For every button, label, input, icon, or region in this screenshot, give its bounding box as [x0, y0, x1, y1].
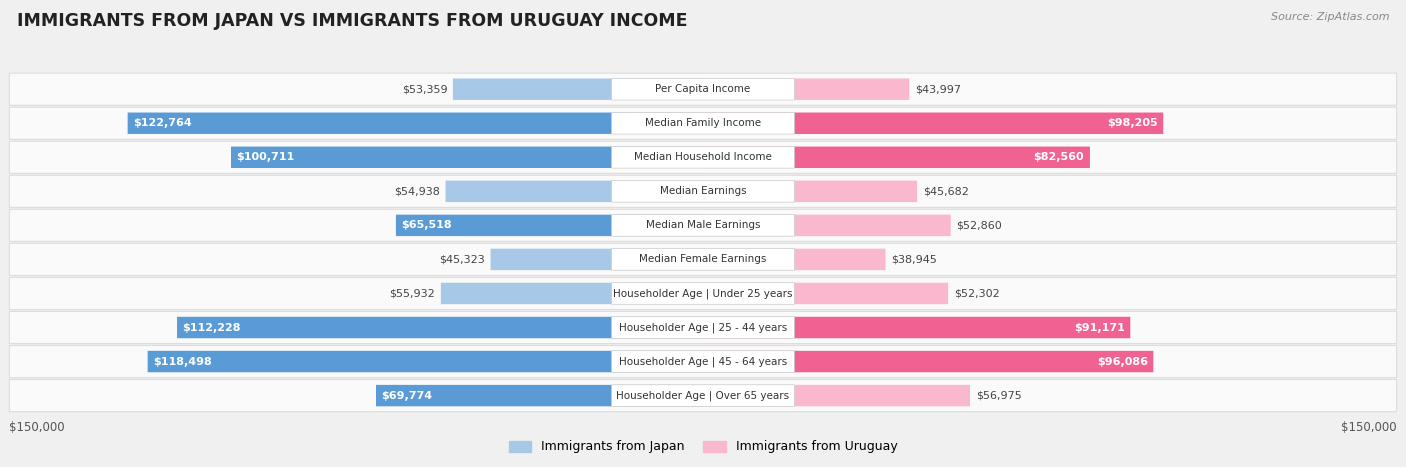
FancyBboxPatch shape — [375, 385, 703, 406]
Text: $52,860: $52,860 — [956, 220, 1002, 230]
Text: $150,000: $150,000 — [10, 421, 65, 434]
Text: $118,498: $118,498 — [153, 356, 212, 367]
FancyBboxPatch shape — [703, 385, 970, 406]
Text: Median Family Income: Median Family Income — [645, 118, 761, 128]
FancyBboxPatch shape — [703, 78, 910, 100]
Text: Householder Age | Over 65 years: Householder Age | Over 65 years — [616, 390, 790, 401]
FancyBboxPatch shape — [10, 346, 1396, 378]
Text: $38,945: $38,945 — [891, 255, 936, 264]
FancyBboxPatch shape — [612, 248, 794, 270]
Text: $69,774: $69,774 — [381, 390, 433, 401]
Text: Per Capita Income: Per Capita Income — [655, 84, 751, 94]
FancyBboxPatch shape — [612, 214, 794, 236]
FancyBboxPatch shape — [703, 351, 1153, 372]
Text: $43,997: $43,997 — [915, 84, 960, 94]
Text: $98,205: $98,205 — [1107, 118, 1157, 128]
Text: Householder Age | 45 - 64 years: Householder Age | 45 - 64 years — [619, 356, 787, 367]
FancyBboxPatch shape — [446, 181, 703, 202]
FancyBboxPatch shape — [128, 113, 703, 134]
Text: Householder Age | 25 - 44 years: Householder Age | 25 - 44 years — [619, 322, 787, 333]
FancyBboxPatch shape — [612, 283, 794, 304]
Text: $150,000: $150,000 — [1341, 421, 1396, 434]
FancyBboxPatch shape — [612, 351, 794, 372]
Text: $100,711: $100,711 — [236, 152, 295, 163]
Text: Source: ZipAtlas.com: Source: ZipAtlas.com — [1271, 12, 1389, 21]
Text: Median Household Income: Median Household Income — [634, 152, 772, 163]
FancyBboxPatch shape — [703, 249, 886, 270]
FancyBboxPatch shape — [10, 243, 1396, 276]
FancyBboxPatch shape — [703, 283, 948, 304]
Text: $52,302: $52,302 — [953, 289, 1000, 298]
Text: $112,228: $112,228 — [183, 323, 242, 333]
Text: Median Earnings: Median Earnings — [659, 186, 747, 196]
Text: Median Female Earnings: Median Female Earnings — [640, 255, 766, 264]
Text: $55,932: $55,932 — [389, 289, 436, 298]
Text: $54,938: $54,938 — [394, 186, 440, 196]
FancyBboxPatch shape — [453, 78, 703, 100]
Text: $96,086: $96,086 — [1097, 356, 1147, 367]
FancyBboxPatch shape — [10, 277, 1396, 310]
Text: $53,359: $53,359 — [402, 84, 447, 94]
Text: $82,560: $82,560 — [1033, 152, 1084, 163]
FancyBboxPatch shape — [612, 147, 794, 168]
FancyBboxPatch shape — [612, 78, 794, 100]
FancyBboxPatch shape — [703, 215, 950, 236]
Text: Median Male Earnings: Median Male Earnings — [645, 220, 761, 230]
FancyBboxPatch shape — [10, 209, 1396, 241]
Text: $91,171: $91,171 — [1074, 323, 1125, 333]
Text: IMMIGRANTS FROM JAPAN VS IMMIGRANTS FROM URUGUAY INCOME: IMMIGRANTS FROM JAPAN VS IMMIGRANTS FROM… — [17, 12, 688, 30]
FancyBboxPatch shape — [10, 107, 1396, 139]
FancyBboxPatch shape — [703, 181, 917, 202]
FancyBboxPatch shape — [612, 317, 794, 338]
FancyBboxPatch shape — [612, 181, 794, 202]
FancyBboxPatch shape — [396, 215, 703, 236]
Text: Householder Age | Under 25 years: Householder Age | Under 25 years — [613, 288, 793, 299]
FancyBboxPatch shape — [703, 147, 1090, 168]
FancyBboxPatch shape — [441, 283, 703, 304]
FancyBboxPatch shape — [10, 141, 1396, 173]
Text: $56,975: $56,975 — [976, 390, 1021, 401]
Text: $65,518: $65,518 — [402, 220, 453, 230]
FancyBboxPatch shape — [703, 317, 1130, 338]
FancyBboxPatch shape — [10, 380, 1396, 412]
FancyBboxPatch shape — [10, 73, 1396, 105]
FancyBboxPatch shape — [491, 249, 703, 270]
Legend: Immigrants from Japan, Immigrants from Uruguay: Immigrants from Japan, Immigrants from U… — [503, 435, 903, 459]
FancyBboxPatch shape — [10, 311, 1396, 344]
FancyBboxPatch shape — [148, 351, 703, 372]
Text: $122,764: $122,764 — [134, 118, 193, 128]
FancyBboxPatch shape — [231, 147, 703, 168]
FancyBboxPatch shape — [177, 317, 703, 338]
Text: $45,682: $45,682 — [922, 186, 969, 196]
FancyBboxPatch shape — [703, 113, 1163, 134]
FancyBboxPatch shape — [612, 113, 794, 134]
FancyBboxPatch shape — [10, 175, 1396, 207]
Text: $45,323: $45,323 — [439, 255, 485, 264]
FancyBboxPatch shape — [612, 385, 794, 406]
